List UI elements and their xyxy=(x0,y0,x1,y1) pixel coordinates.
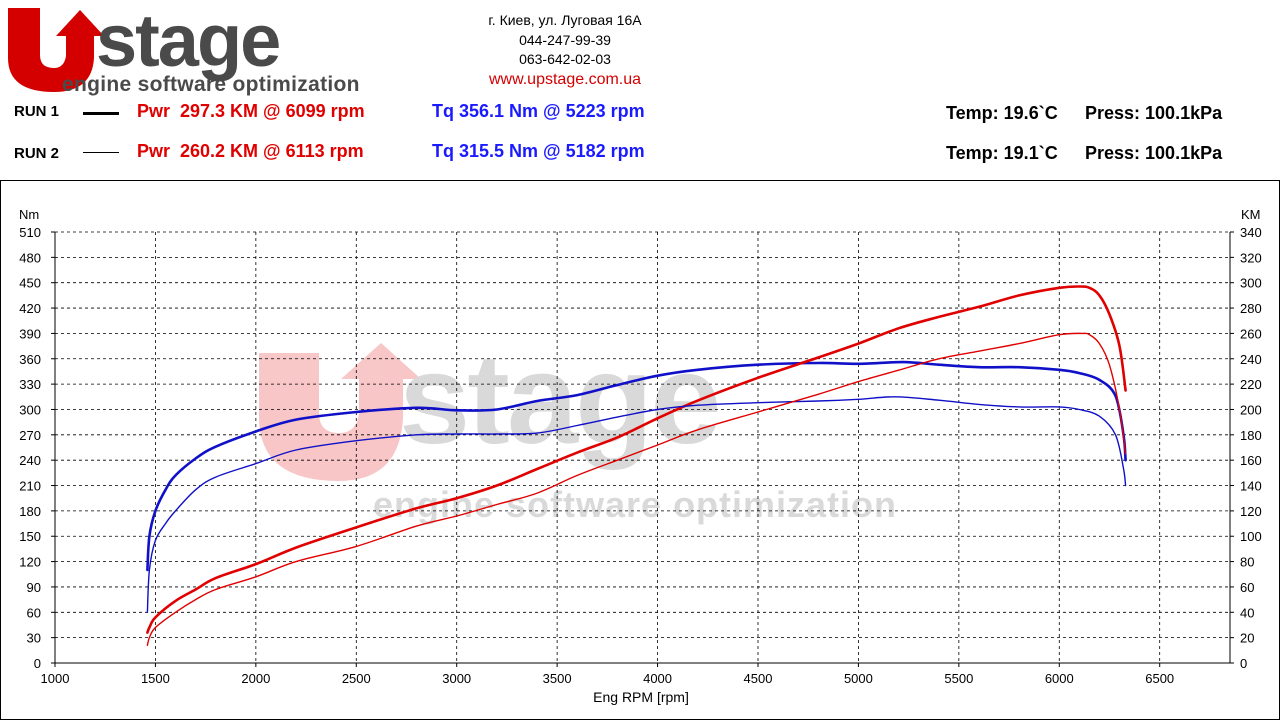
svg-text:stage: stage xyxy=(399,328,718,471)
y-tick-label-left: 450 xyxy=(19,276,41,291)
website-link[interactable]: www.upstage.com.ua xyxy=(488,71,642,88)
run1-torque: Tq 356.1 Nm @ 5223 rpm xyxy=(432,101,645,121)
run2-temp: Temp: 19.1`C xyxy=(946,143,1058,163)
phone-2: 063-642-02-03 xyxy=(519,51,611,67)
svg-text:stage: stage xyxy=(96,0,279,82)
run2-power: Pwr 260.2 KM @ 6113 rpm xyxy=(137,141,364,161)
y-tick-label-left: 120 xyxy=(19,555,41,570)
watermark-logo: stage engine software optimization xyxy=(259,328,897,525)
y-tick-label-right: 220 xyxy=(1240,377,1262,392)
y-axis-label-left: Nm xyxy=(19,207,39,222)
x-tick-label: 1000 xyxy=(41,671,70,686)
y-tick-label-right: 180 xyxy=(1240,428,1262,443)
y-tick-label-right: 140 xyxy=(1240,479,1262,494)
dyno-chart: stage engine software optimization 1000 1… xyxy=(19,207,1262,705)
svg-text:engine software optimization: engine software optimization xyxy=(62,73,360,96)
y-tick-label-right: 280 xyxy=(1240,301,1262,316)
y-tick-label-left: 270 xyxy=(19,428,41,443)
run1-power: Pwr 297.3 KM @ 6099 rpm xyxy=(137,101,365,121)
y-tick-label-left: 300 xyxy=(19,402,41,417)
x-tick-label: 4000 xyxy=(643,671,672,686)
x-tick-label: 2000 xyxy=(241,671,270,686)
y-tick-label-right: 80 xyxy=(1240,555,1254,570)
x-tick-label: 1500 xyxy=(141,671,170,686)
y-tick-label-right: 160 xyxy=(1240,453,1262,468)
y-tick-label-right: 20 xyxy=(1240,631,1254,646)
y-tick-label-right: 100 xyxy=(1240,529,1262,544)
y-tick-label-right: 0 xyxy=(1240,656,1247,671)
run2-power-curve xyxy=(146,332,1127,646)
y-tick-label-left: 360 xyxy=(19,352,41,367)
x-axis-label: Eng RPM [rpm] xyxy=(593,689,689,705)
run1-press: Press: 100.1kPa xyxy=(1085,103,1223,123)
x-tick-label: 4500 xyxy=(744,671,773,686)
y-tick-label-left: 240 xyxy=(19,453,41,468)
y-tick-label-left: 150 xyxy=(19,529,41,544)
y-tick-label-right: 320 xyxy=(1240,250,1262,265)
y-tick-label-left: 30 xyxy=(27,631,41,646)
run1-power-curve xyxy=(146,285,1127,634)
address: г. Киев, ул. Луговая 16А xyxy=(488,12,642,28)
run1-temp: Temp: 19.6`C xyxy=(946,103,1058,123)
x-tick-label: 5500 xyxy=(944,671,973,686)
dyno-chart-frame: stage engine software optimization 1000 1… xyxy=(0,180,1280,720)
y-tick-label-left: 180 xyxy=(19,504,41,519)
x-tick-label: 5000 xyxy=(844,671,873,686)
y-tick-label-left: 330 xyxy=(19,377,41,392)
upstage-logo: stage engine software optimization xyxy=(8,0,360,96)
run1-label: RUN 1 xyxy=(14,103,60,120)
y-tick-label-left: 390 xyxy=(19,326,41,341)
run2-line-sample xyxy=(83,152,119,153)
y-tick-label-left: 90 xyxy=(27,580,41,595)
y-tick-label-right: 200 xyxy=(1240,402,1262,417)
run2-press: Press: 100.1kPa xyxy=(1085,143,1223,163)
run1-torque-curve xyxy=(146,360,1127,572)
y-tick-label-left: 60 xyxy=(27,605,41,620)
run2-torque-curve xyxy=(146,396,1127,613)
y-tick-label-left: 510 xyxy=(19,225,41,240)
x-tick-label: 6000 xyxy=(1045,671,1074,686)
svg-text:engine software optimization: engine software optimization xyxy=(373,484,897,525)
y-tick-label-right: 60 xyxy=(1240,580,1254,595)
y-tick-label-left: 480 xyxy=(19,250,41,265)
y-tick-label-right: 300 xyxy=(1240,276,1262,291)
y-tick-label-left: 0 xyxy=(34,656,41,671)
y-tick-label-right: 40 xyxy=(1240,605,1254,620)
run2-label: RUN 2 xyxy=(14,145,60,162)
run2-torque: Tq 315.5 Nm @ 5182 rpm xyxy=(432,141,645,161)
y-axis-label-right: KM xyxy=(1241,207,1261,222)
y-tick-label-right: 340 xyxy=(1240,225,1262,240)
x-tick-label: 3500 xyxy=(543,671,572,686)
run1-line-sample xyxy=(83,112,119,115)
phone-1: 044-247-99-39 xyxy=(519,32,611,48)
y-tick-label-right: 120 xyxy=(1240,504,1262,519)
y-tick-label-right: 260 xyxy=(1240,326,1262,341)
y-tick-label-left: 210 xyxy=(19,479,41,494)
y-tick-label-left: 420 xyxy=(19,301,41,316)
x-tick-label: 2500 xyxy=(342,671,371,686)
x-tick-label: 3000 xyxy=(442,671,471,686)
x-tick-label: 6500 xyxy=(1145,671,1174,686)
y-tick-label-right: 240 xyxy=(1240,352,1262,367)
